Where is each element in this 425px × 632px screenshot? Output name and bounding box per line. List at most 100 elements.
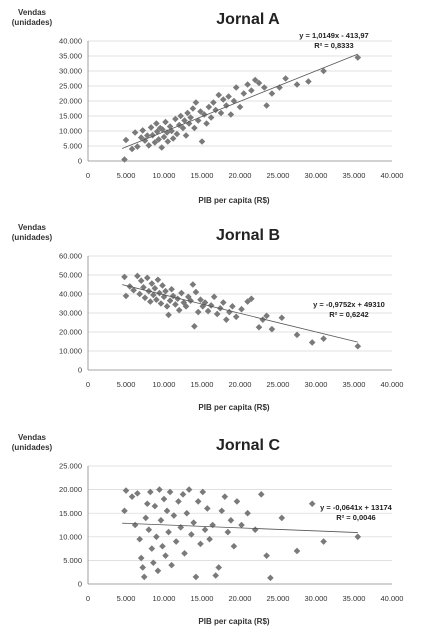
data-point — [137, 554, 145, 562]
data-point — [134, 143, 141, 150]
data-point — [227, 516, 235, 524]
data-point — [172, 301, 179, 308]
data-point — [225, 93, 232, 100]
trendline-equation: y = 1,0149x - 413,97 — [299, 31, 368, 40]
trendline-equation: y = -0,9752x + 49310 — [313, 300, 385, 309]
data-point — [130, 286, 137, 294]
data-point — [204, 505, 211, 512]
data-point — [191, 323, 198, 330]
data-point — [187, 114, 194, 121]
x-tick-label: 0 — [86, 380, 90, 389]
data-point — [136, 535, 143, 543]
data-point — [165, 311, 172, 319]
y-tick-label: 15.000 — [59, 509, 82, 518]
data-point — [179, 491, 187, 498]
data-point — [173, 130, 181, 138]
data-point — [236, 103, 244, 111]
data-point — [255, 323, 263, 331]
data-point — [137, 134, 145, 141]
data-point — [257, 491, 265, 498]
x-tick-label: 10.000 — [153, 380, 176, 389]
x-tick-label: 35.000 — [343, 594, 366, 603]
x-tick-label: 35.000 — [343, 380, 366, 389]
data-point — [174, 295, 181, 303]
data-point — [199, 488, 207, 496]
x-tick-label: 15.000 — [191, 380, 214, 389]
data-point — [168, 285, 175, 293]
y-axis-label: (unidades) — [12, 18, 53, 27]
y-tick-label: 30.000 — [59, 67, 82, 76]
data-point — [157, 516, 165, 524]
y-tick-label: 20.000 — [59, 328, 82, 337]
data-point — [282, 75, 289, 82]
chart-panel-2: Jornal B Vendas(unidades) 0 10.000 20.000 30.… — [12, 223, 404, 412]
data-point — [185, 120, 193, 127]
r-squared-label: R² = 0,6242 — [329, 310, 368, 319]
y-tick-label: 15.000 — [59, 112, 82, 121]
data-point — [155, 136, 162, 143]
data-point — [218, 507, 226, 515]
data-point — [145, 142, 153, 149]
data-point — [204, 307, 212, 315]
data-point — [263, 312, 270, 320]
data-point — [166, 297, 174, 304]
y-axis-label: (unidades) — [12, 443, 53, 452]
data-point — [210, 99, 217, 106]
y-tick-label: 20.000 — [59, 97, 82, 106]
data-point — [261, 84, 268, 91]
x-tick-label: 15.000 — [191, 594, 214, 603]
data-point — [230, 97, 238, 105]
chart-title: Jornal B — [216, 227, 280, 244]
data-point — [154, 276, 162, 284]
data-point — [143, 132, 151, 139]
data-point — [267, 574, 274, 582]
data-point — [223, 316, 230, 323]
data-point — [122, 487, 130, 494]
x-axis-label: PIB per capita (R$) — [198, 617, 269, 626]
data-point — [169, 135, 177, 142]
x-tick-label: 0 — [86, 171, 90, 180]
data-point — [226, 308, 233, 316]
data-point — [207, 114, 215, 121]
data-point — [194, 308, 202, 316]
y-tick-label: 30.000 — [59, 309, 82, 318]
x-tick-label: 35.000 — [343, 171, 366, 180]
data-point — [181, 550, 188, 557]
data-point — [293, 547, 301, 555]
y-tick-label: 10.000 — [59, 347, 82, 356]
data-point — [229, 303, 236, 310]
data-point — [354, 54, 362, 61]
data-point — [154, 567, 162, 575]
data-point — [192, 99, 200, 106]
data-point — [189, 105, 197, 112]
data-point — [215, 564, 223, 571]
data-point — [151, 285, 159, 292]
data-point — [293, 331, 301, 339]
data-point — [263, 552, 270, 559]
data-point — [223, 102, 230, 109]
data-point — [209, 521, 216, 529]
data-point — [219, 96, 227, 103]
y-tick-label: 25.000 — [59, 82, 82, 91]
data-point — [207, 302, 215, 309]
data-point — [320, 335, 327, 342]
data-point — [255, 79, 263, 87]
y-tick-label: 5.000 — [63, 556, 82, 565]
data-point — [205, 103, 213, 111]
data-point — [131, 521, 139, 529]
data-point — [191, 124, 198, 132]
data-point — [268, 90, 276, 97]
data-point — [153, 128, 161, 135]
data-point — [354, 533, 362, 541]
data-point — [212, 572, 219, 579]
y-tick-label: 0 — [78, 157, 82, 166]
data-point — [224, 528, 232, 536]
data-point — [131, 129, 139, 136]
y-tick-label: 40.000 — [59, 37, 82, 46]
data-point — [320, 538, 327, 545]
data-point — [162, 552, 169, 559]
x-tick-label: 5.000 — [117, 594, 136, 603]
y-axis-label: (unidades) — [12, 233, 53, 242]
data-point — [163, 507, 171, 515]
x-axis-label: PIB per capita (R$) — [198, 196, 269, 205]
